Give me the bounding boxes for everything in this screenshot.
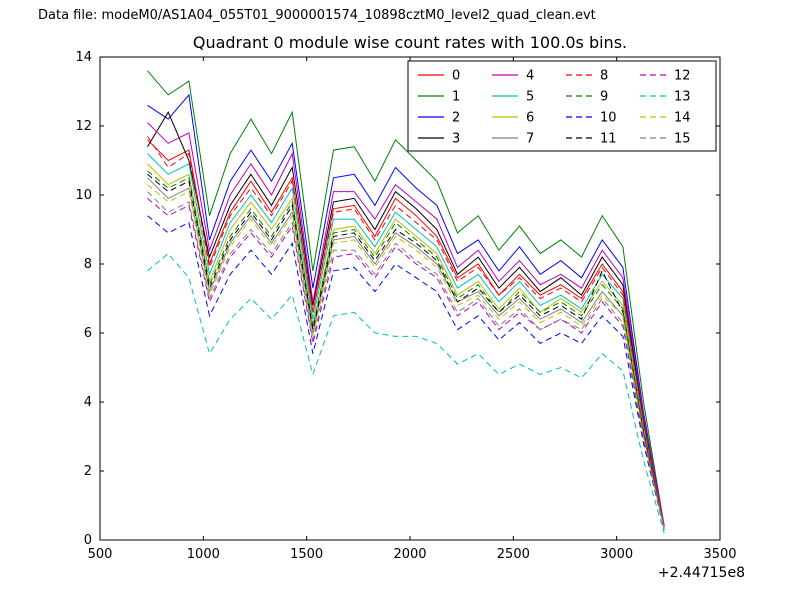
legend-label-15: 15 [674,132,691,147]
legend-label-9: 9 [600,90,608,105]
x-axis-offset-label: +2.44715e8 [658,565,745,581]
series-line-6 [147,163,665,530]
series-line-0 [147,139,665,530]
series-line-3 [147,111,665,530]
y-tick-label: 12 [75,119,92,134]
y-tick-label: 14 [75,50,92,65]
x-tick-label: 2000 [393,547,426,562]
x-tick-label: 500 [88,547,113,562]
series-line-4 [147,122,665,527]
series-line-1 [147,70,665,527]
x-tick-label: 1000 [187,547,220,562]
legend-label-10: 10 [600,111,617,126]
y-tick-label: 8 [84,257,92,272]
legend-label-5: 5 [526,90,534,105]
x-tick-label: 3000 [600,547,633,562]
x-tick-label: 2500 [497,547,530,562]
x-tick-label: 1500 [290,547,323,562]
series-line-13 [147,252,665,534]
y-tick-label: 6 [84,326,92,341]
series-line-10 [147,215,665,530]
legend-label-4: 4 [526,69,534,84]
legend-label-7: 7 [526,132,534,147]
legend-label-2: 2 [452,111,460,126]
legend-label-12: 12 [674,69,691,84]
y-tick-label: 4 [84,395,92,410]
x-tick-label: 3500 [703,547,736,562]
series-line-5 [147,153,665,530]
legend-label-11: 11 [600,132,617,147]
series-line-14 [147,184,665,530]
series-line-9 [147,170,665,530]
series-line-15 [147,191,665,530]
series-line-12 [147,198,665,530]
series-line-8 [147,136,665,530]
y-tick-label: 10 [75,188,92,203]
y-tick-label: 0 [84,533,92,548]
y-tick-label: 2 [84,464,92,479]
legend-label-8: 8 [600,69,608,84]
legend-label-6: 6 [526,111,534,126]
series-line-2 [147,93,665,527]
datafile-label: Data file: modeM0/AS1A04_055T01_90000015… [38,8,596,23]
legend-label-1: 1 [452,90,460,105]
legend-label-14: 14 [674,111,691,126]
legend-label-0: 0 [452,69,460,84]
chart-title: Quadrant 0 module wise count rates with … [192,33,628,52]
legend-box [407,60,717,152]
legend-label-13: 13 [674,90,691,105]
series-line-7 [147,177,665,530]
legend-label-3: 3 [452,132,460,147]
